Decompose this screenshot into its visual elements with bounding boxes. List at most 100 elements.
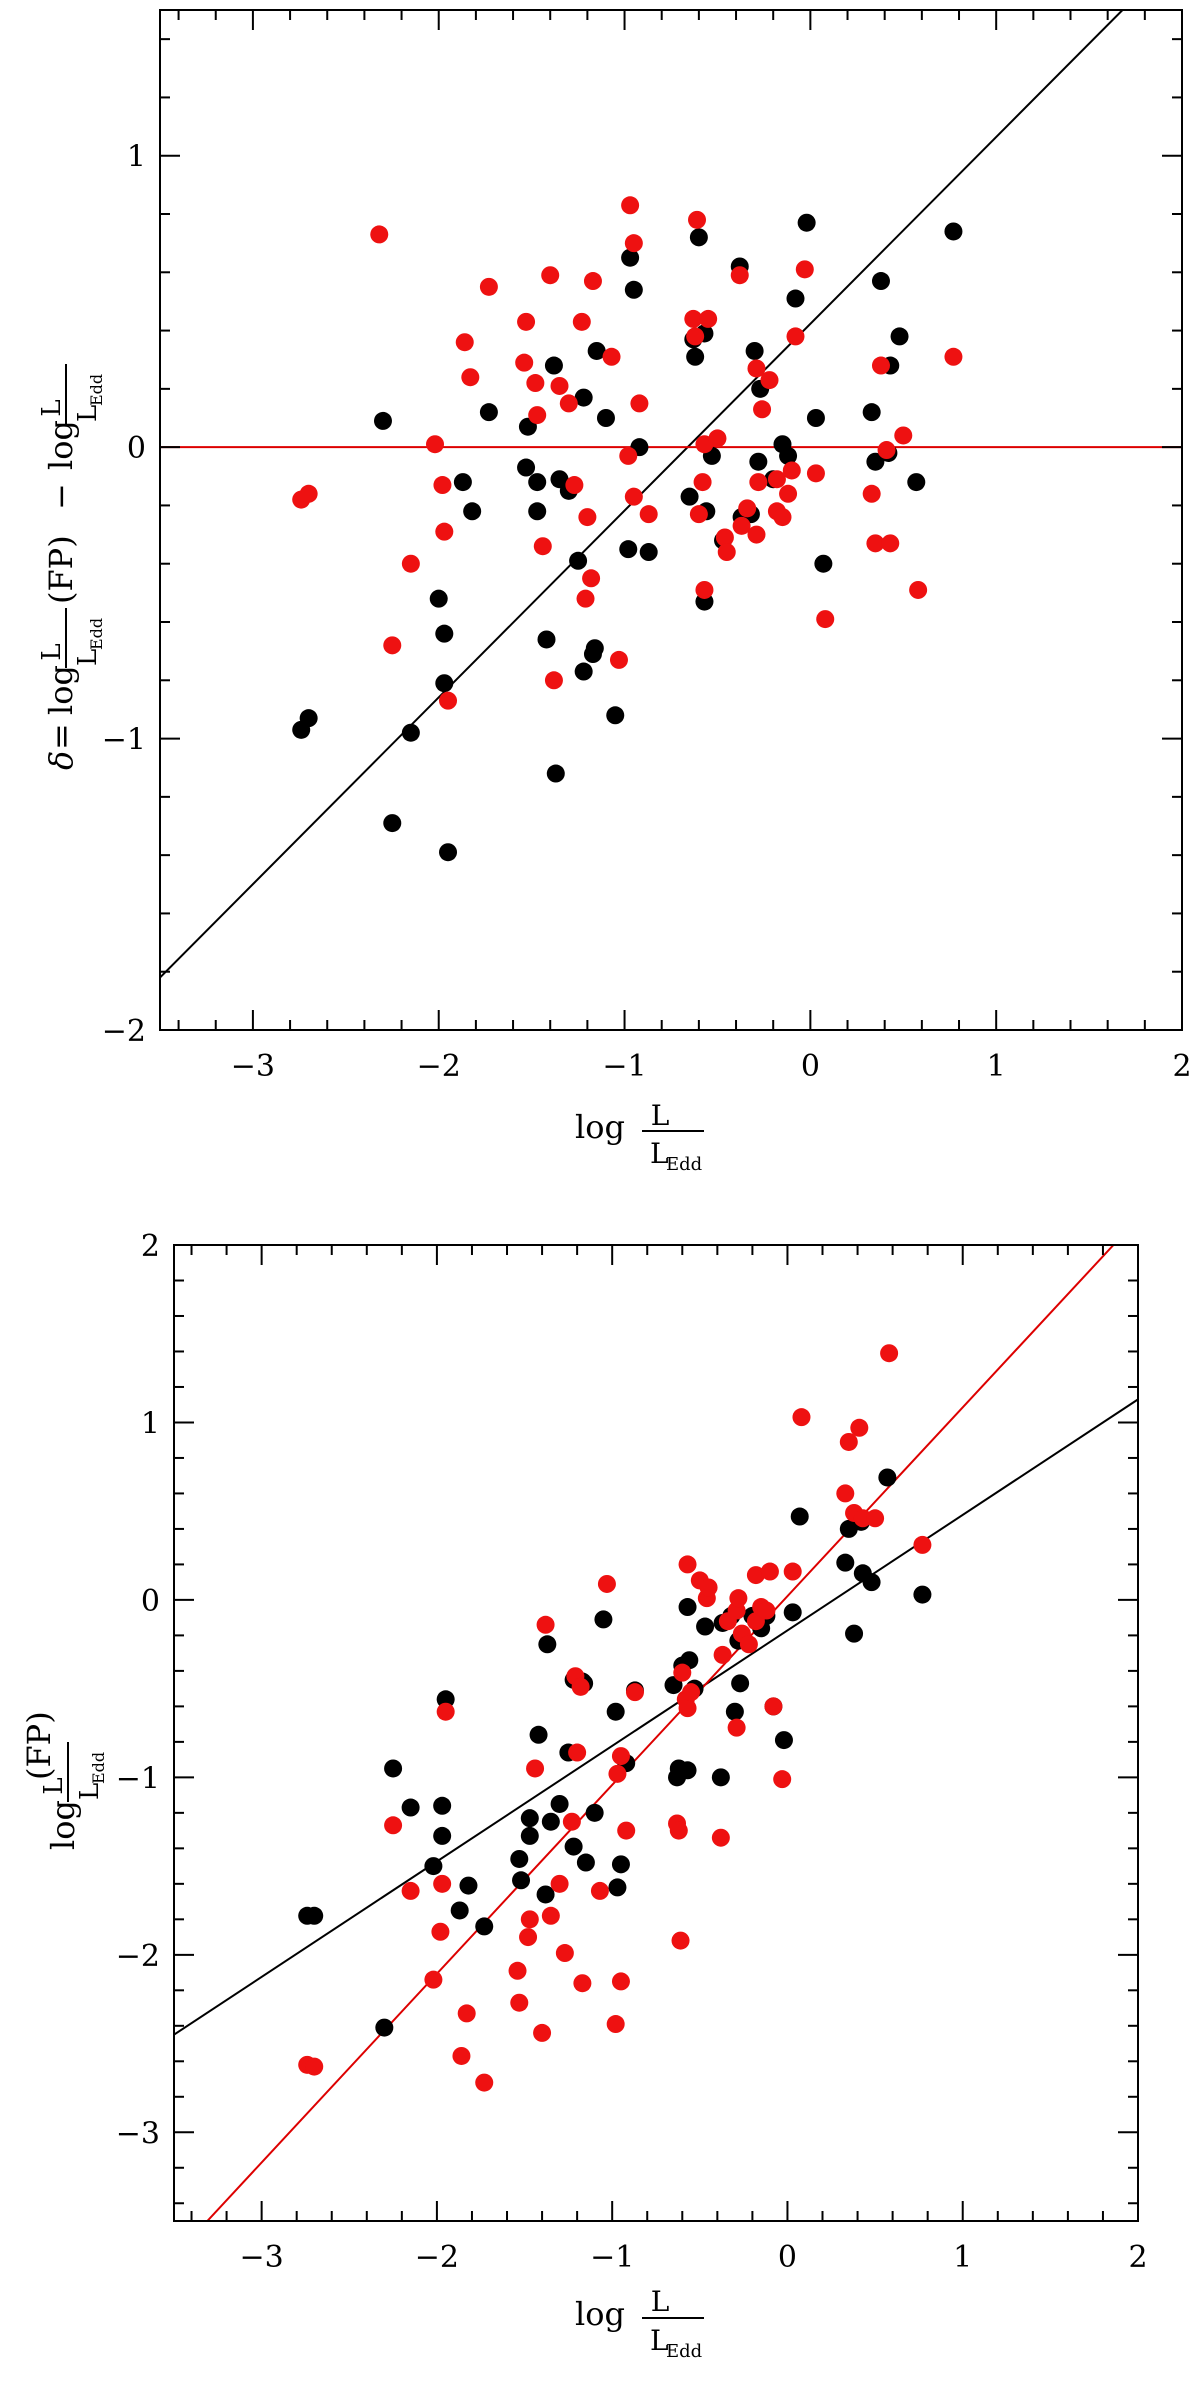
top-red-point-62 — [816, 610, 835, 629]
top-black-point-29 — [619, 540, 638, 559]
bottom-red-point-9 — [457, 2004, 476, 2023]
top-x-axis-label: log L L Edd — [575, 1099, 704, 1175]
top-ylabel-num2: L — [37, 399, 67, 416]
bottom-red-point-7 — [436, 1702, 455, 1721]
bottom-black-point-43 — [711, 1768, 730, 1787]
top-red-point-32 — [624, 487, 643, 506]
top-red-point-38 — [689, 505, 708, 524]
top-red-point-6 — [433, 476, 452, 495]
bottom-ytick-label-1: −2 — [116, 1939, 160, 1974]
top-red-point-52 — [753, 400, 772, 419]
top-black-point-2 — [373, 411, 392, 430]
top-black-point-54 — [806, 409, 825, 427]
top-red-point-16 — [533, 537, 552, 556]
bottom-red-point-2 — [384, 1816, 403, 1835]
top-ylabel-delta: δ — [42, 751, 80, 770]
top-red-point-67 — [881, 534, 900, 553]
bottom-red-point-21 — [562, 1812, 581, 1831]
bottom-red-point-8 — [452, 2046, 471, 2065]
top-red-point-7 — [435, 522, 454, 541]
top-red-point-70 — [944, 347, 963, 366]
bottom-red-point-14 — [520, 1910, 539, 1929]
top-red-point-24 — [578, 508, 597, 527]
top-red-point-35 — [684, 309, 703, 328]
bottom-plot-area — [174, 1245, 1138, 2221]
bottom-black-point-3 — [384, 1759, 403, 1778]
top-black-point-3 — [383, 814, 402, 833]
top-red-point-45 — [717, 543, 736, 562]
top-black-point-23 — [574, 662, 593, 681]
top-red-point-37 — [688, 210, 707, 229]
top-red-point-26 — [583, 272, 602, 291]
top-axis-frame — [159, 9, 1183, 1031]
bottom-red-point-37 — [673, 1663, 692, 1682]
bottom-black-point-12 — [510, 1849, 529, 1868]
bottom-xlabel-log: log — [575, 2295, 625, 2333]
top-black-point-11 — [479, 403, 498, 422]
top-black-point-27 — [596, 409, 615, 427]
bottom-red-point-31 — [611, 1747, 630, 1766]
top-red-point-5 — [426, 435, 445, 454]
top-xtick-label-4: 1 — [987, 1049, 1006, 1084]
bottom-red-point-13 — [519, 1928, 538, 1947]
top-red-point-53 — [760, 371, 779, 390]
bottom-red-point-69 — [913, 1535, 932, 1554]
bottom-black-point-58 — [845, 1624, 864, 1643]
bottom-black-point-29 — [606, 1702, 625, 1721]
top-xtick-label-5: 2 — [1172, 1049, 1191, 1084]
top-panel: −3 −2 −1 0 1 2 −2 −1 0 1 log L L Edd δ = log L L … — [37, 9, 1192, 1175]
bottom-black-point-14 — [520, 1809, 539, 1828]
top-black-point-4 — [401, 723, 420, 742]
top-black-point-10 — [463, 502, 482, 521]
top-black-point-21 — [569, 551, 588, 570]
bottom-black-point-39 — [678, 1598, 697, 1617]
bottom-black-point-53 — [774, 1731, 793, 1750]
top-black-point-14 — [528, 502, 547, 521]
top-black-point-6 — [435, 624, 454, 643]
top-black-point-30 — [621, 248, 640, 267]
bottom-black-point-4 — [401, 1798, 420, 1817]
bottom-black-point-5 — [424, 1857, 443, 1876]
bottom-red-point-41 — [682, 1683, 701, 1702]
bottom-red-point-52 — [739, 1635, 758, 1654]
bottom-red-point-17 — [536, 1615, 555, 1634]
top-black-point-51 — [779, 446, 798, 465]
top-xtick-label-3: 0 — [801, 1049, 820, 1084]
bottom-ytick-label-5: 2 — [141, 1229, 160, 1264]
top-xlabel-denominator-sub: Edd — [666, 1154, 702, 1175]
top-ylabel-den1: L — [73, 649, 103, 666]
top-red-point-43 — [708, 429, 727, 448]
bottom-black-point-7 — [433, 1796, 452, 1815]
top-black-point-28 — [606, 706, 625, 725]
top-y-axis-label: δ = log L L Edd (FP) − log L L Edd — [37, 364, 106, 770]
bottom-xlabel-denominator: L — [650, 2324, 669, 2357]
top-xtick-label-2: −1 — [602, 1049, 646, 1084]
bottom-xtick-label-0: −3 — [240, 2240, 284, 2275]
bottom-red-point-25 — [573, 1974, 592, 1993]
top-black-point-37 — [689, 228, 708, 247]
bottom-red-point-61 — [792, 1408, 811, 1427]
bottom-xtick-label-5: 2 — [1128, 2240, 1147, 2275]
bottom-black-point-31 — [611, 1855, 630, 1874]
bottom-xtick-label-2: −1 — [590, 2240, 634, 2275]
top-ytick-label-0: −2 — [102, 1014, 146, 1049]
top-black-point-9 — [453, 473, 472, 492]
bottom-red-point-3 — [401, 1881, 420, 1900]
top-black-point-16 — [537, 630, 556, 649]
bottom-red-point-67 — [866, 1509, 885, 1528]
top-red-point-64 — [866, 534, 885, 553]
bottom-black-point-11 — [475, 1917, 494, 1936]
top-red-point-39 — [693, 473, 712, 492]
bottom-black-point-63 — [913, 1585, 932, 1604]
bottom-red-point-35 — [669, 1821, 688, 1840]
bottom-red-point-45 — [711, 1828, 730, 1847]
bottom-xlabel-denominator-sub: Edd — [666, 2341, 702, 2362]
top-ylabel-equals: = — [42, 723, 80, 750]
bottom-red-point-32 — [617, 1821, 636, 1840]
bottom-black-point-61 — [862, 1573, 881, 1592]
top-red-point-36 — [686, 327, 705, 346]
bottom-black-point-2 — [375, 2018, 394, 2037]
bottom-y-axis-label: log L L Edd (FP) — [20, 1711, 108, 1850]
bottom-black-point-9 — [450, 1901, 469, 1920]
